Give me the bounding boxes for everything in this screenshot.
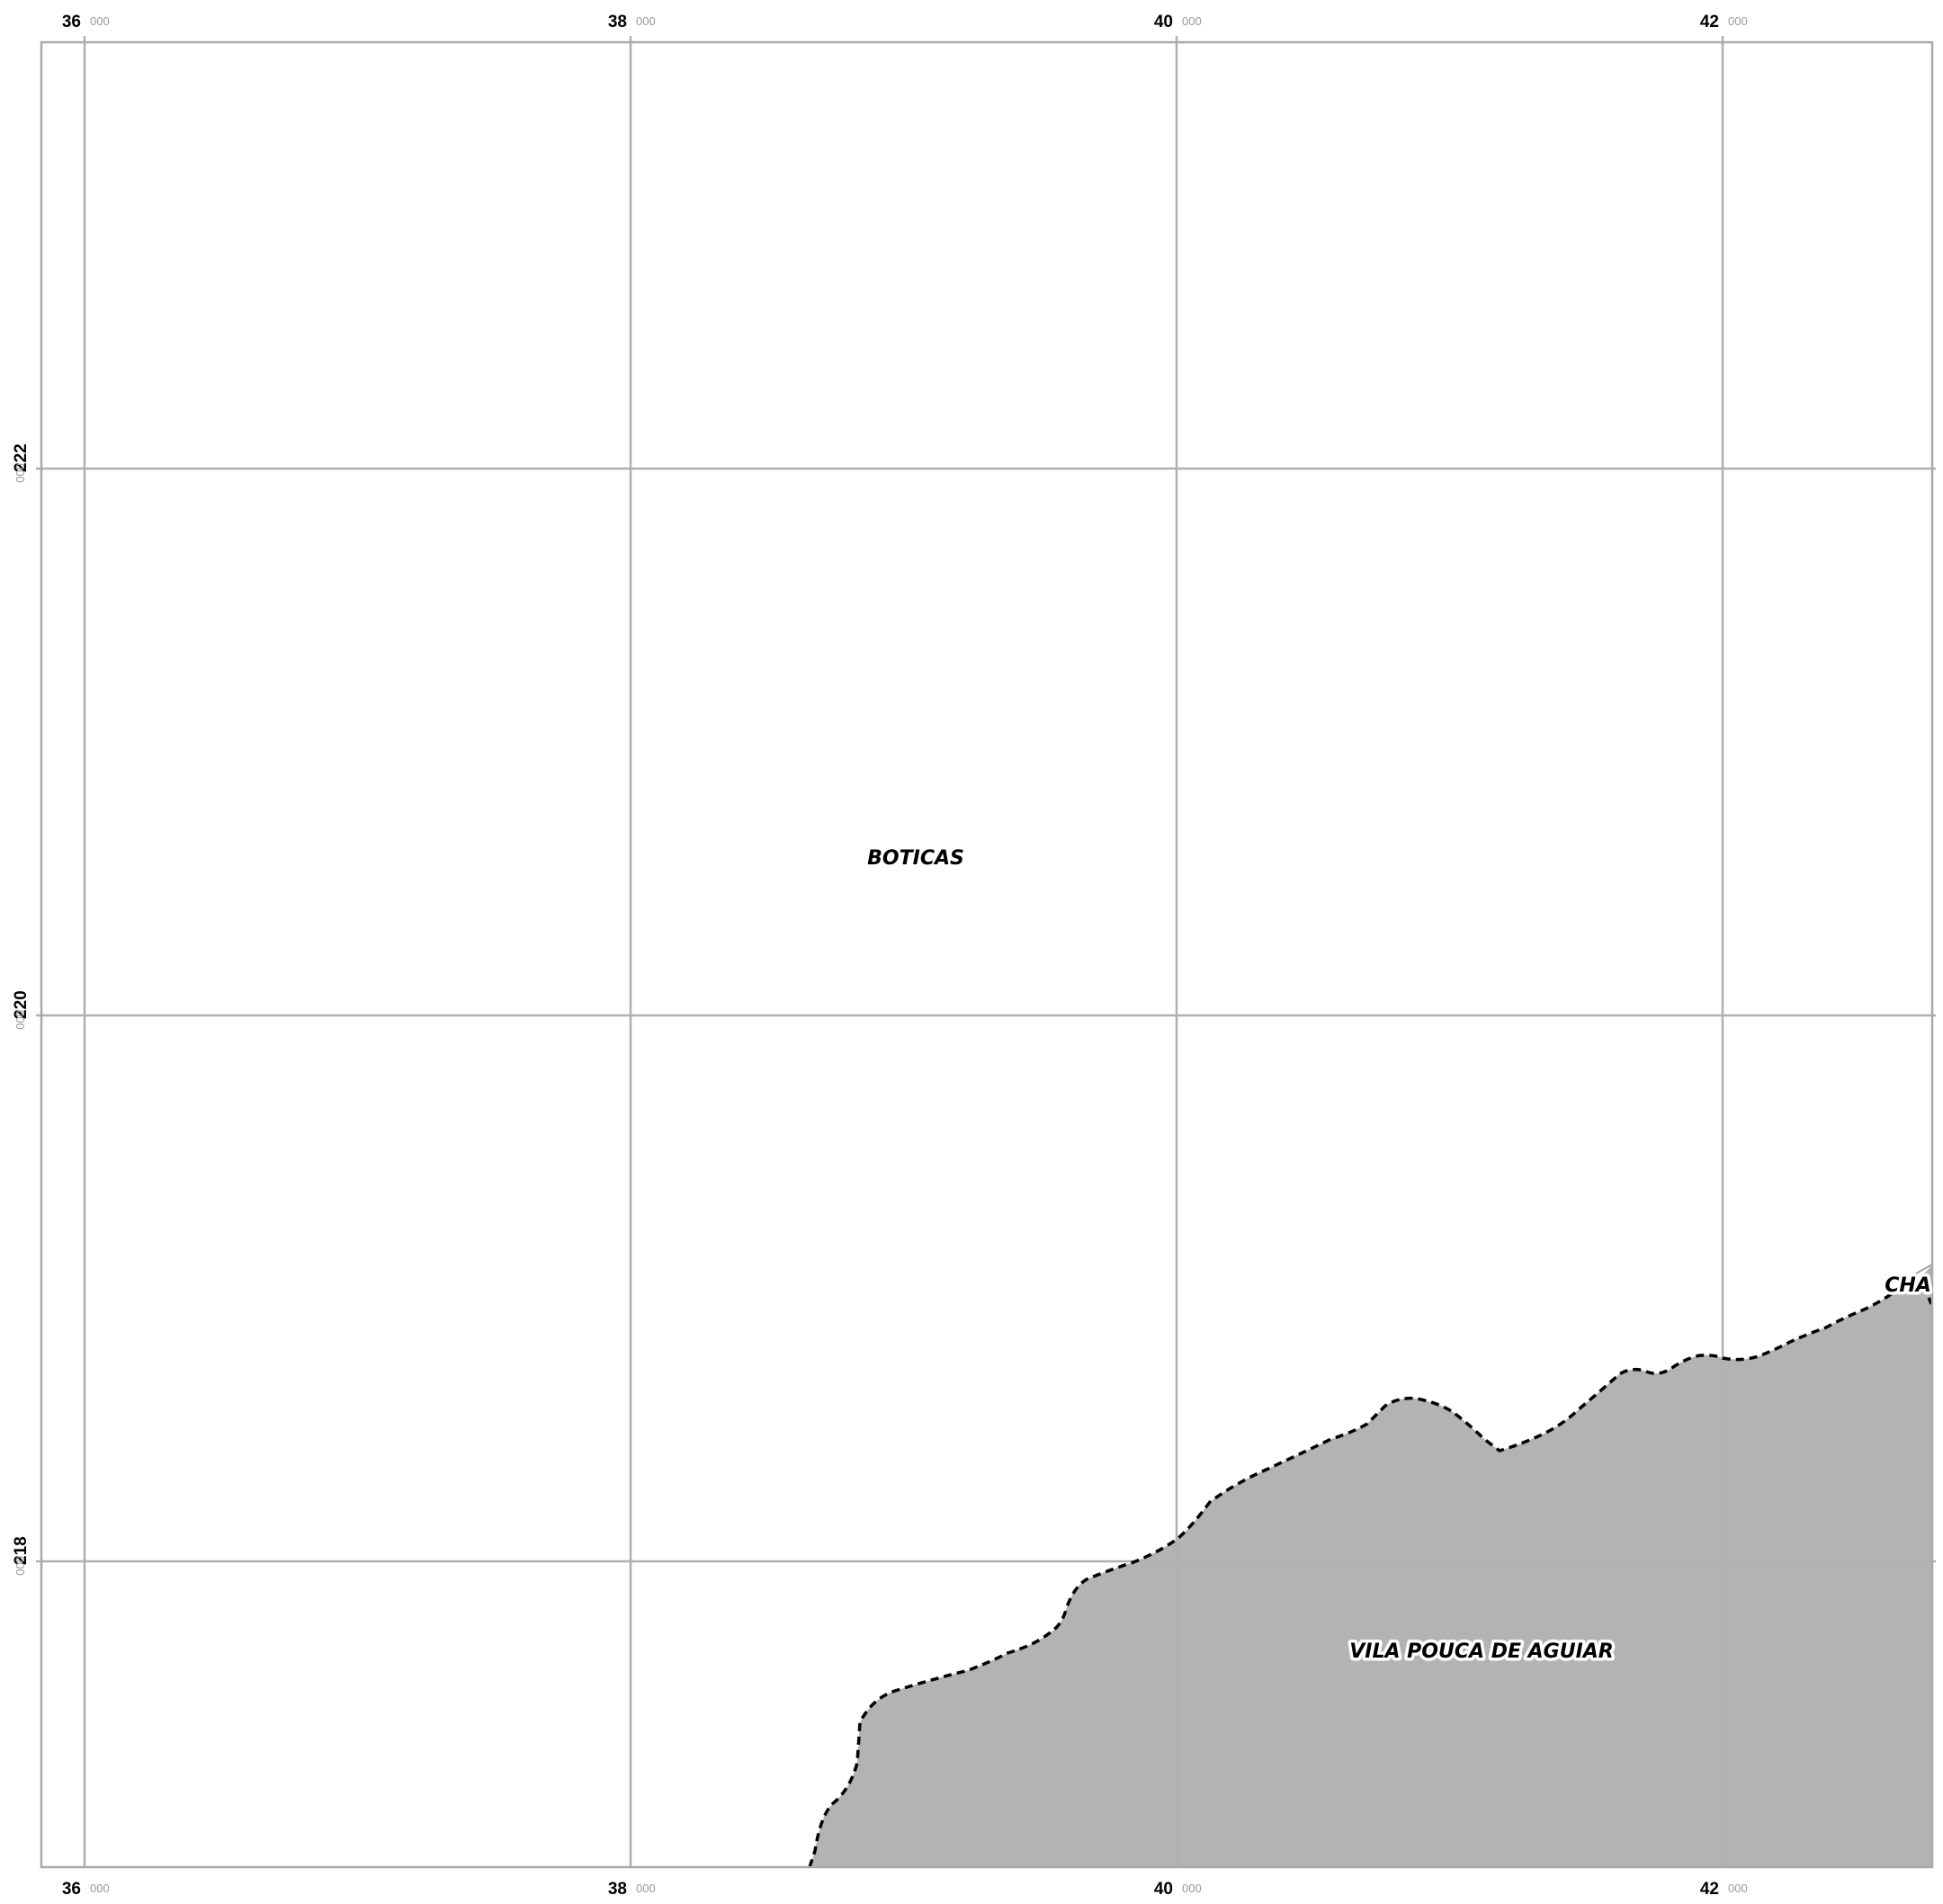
y-tick-220: 220 [12, 990, 31, 1019]
vila-pouca-de-aguiar-region [810, 1266, 1931, 1867]
municipal-boundary-line [808, 1284, 1933, 1868]
x-tick-bottom-40-minor: 000 [1182, 1882, 1202, 1895]
x-tick-bottom-36: 36 [62, 1880, 81, 1899]
place-label-chaves: CHA [1885, 1274, 1931, 1297]
chaves-boundary-stub [1915, 1264, 1933, 1274]
x-tick-top-40-minor: 000 [1182, 14, 1202, 28]
x-tick-bottom-42-minor: 000 [1728, 1882, 1748, 1895]
x-tick-top-36: 36 [62, 13, 81, 31]
x-tick-top-38-minor: 000 [636, 14, 656, 28]
y-tick-222-minor: 000 [13, 463, 27, 483]
x-tick-bottom-40: 40 [1154, 1880, 1173, 1899]
x-tick-bottom-38-minor: 000 [636, 1882, 656, 1895]
x-tick-top-38: 38 [608, 13, 627, 31]
place-label-boticas: BOTICAS [867, 847, 964, 870]
x-tick-labels-bottom: 36 000 38 000 40 000 42 000 [62, 1880, 1748, 1899]
x-tick-top-40: 40 [1154, 13, 1173, 31]
place-label-vila-pouca-de-aguiar: VILA POUCA DE AGUIAR [1349, 1640, 1614, 1663]
y-tick-218: 218 [12, 1536, 31, 1565]
place-label-chaves-halo: CHA [1885, 1274, 1931, 1297]
x-tick-labels-top: 36 000 38 000 40 000 42 000 [62, 13, 1748, 31]
x-tick-top-42: 42 [1700, 13, 1719, 31]
map-frame [40, 40, 1934, 1869]
x-tick-top-36-minor: 000 [90, 14, 110, 28]
y-tick-222: 222 [12, 443, 31, 472]
graticule [36, 36, 1936, 1868]
x-tick-bottom-42: 42 [1700, 1880, 1719, 1899]
place-label-vila-pouca-halo: VILA POUCA DE AGUIAR [1349, 1640, 1614, 1663]
x-tick-bottom-38: 38 [608, 1880, 627, 1899]
y-tick-labels-left: 222 000 220 000 218 000 [12, 443, 31, 1575]
y-tick-218-minor: 000 [13, 1556, 27, 1576]
y-tick-220-minor: 000 [13, 1010, 27, 1030]
x-tick-top-42-minor: 000 [1728, 14, 1748, 28]
x-tick-bottom-36-minor: 000 [90, 1882, 110, 1895]
